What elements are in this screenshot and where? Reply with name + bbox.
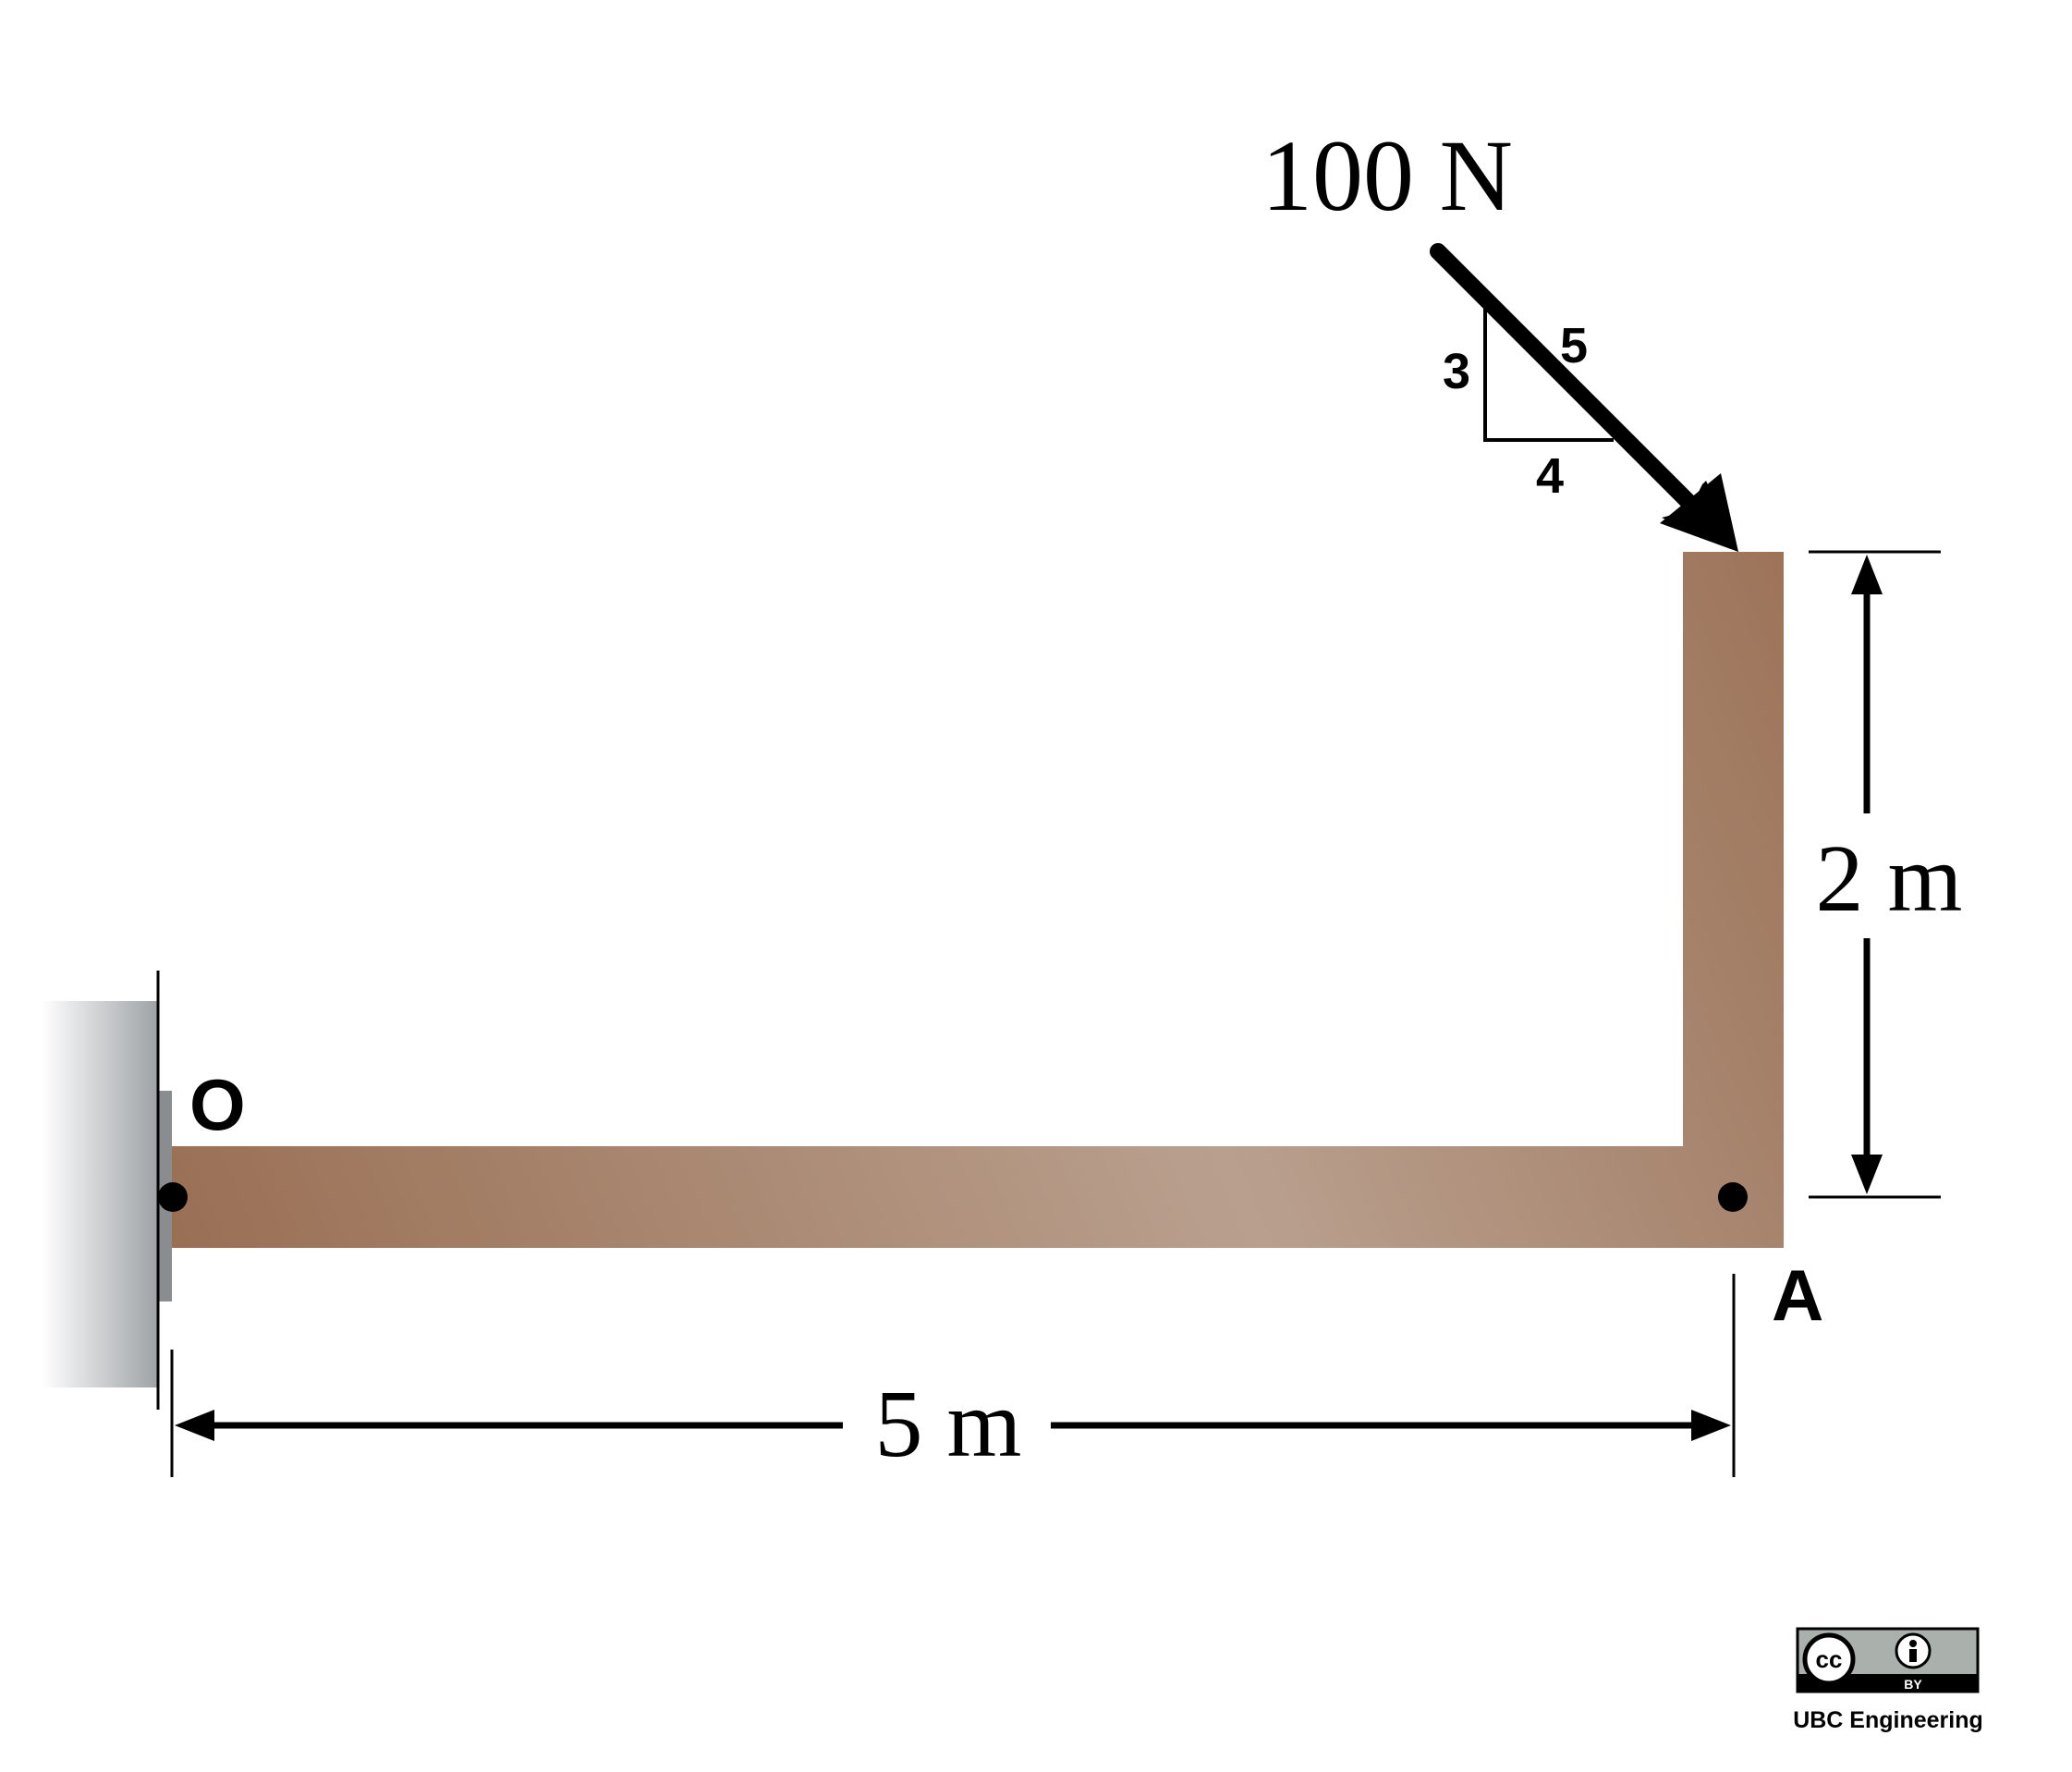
badge-by-text: BY [1904, 1677, 1922, 1692]
cc-by-badge: cc BY [1798, 1629, 1978, 1692]
license-credit: UBC Engineering [1793, 1707, 1983, 1733]
l-beam [172, 552, 1784, 1248]
dim-height-down-arrow [1851, 1155, 1883, 1194]
attribution-person-head [1909, 1640, 1917, 1647]
dim-height-up-arrow [1851, 555, 1883, 594]
point-o-dot [158, 1182, 188, 1212]
wall-support [42, 971, 172, 1410]
dim-height-label: 2 m [1816, 825, 1963, 932]
point-a-label: A [1772, 1254, 1823, 1336]
dim-length-right-arrow [1691, 1410, 1731, 1441]
force-label: 100 N [1261, 119, 1513, 232]
dim-length-label: 5 m [875, 1371, 1022, 1477]
point-a-dot [1718, 1182, 1748, 1212]
slope-run-label: 4 [1536, 448, 1564, 504]
cc-logo-text: cc [1816, 1645, 1843, 1673]
wall-shade [42, 1001, 158, 1387]
point-o-label: O [189, 1064, 246, 1145]
attribution-person-body [1909, 1649, 1917, 1662]
slope-hyp-label: 5 [1560, 318, 1588, 373]
slope-rise-label: 3 [1443, 344, 1470, 399]
force-arrow-shaft [1438, 251, 1708, 521]
dim-length-left-arrow [175, 1410, 214, 1441]
force-arrow [1438, 251, 1738, 552]
